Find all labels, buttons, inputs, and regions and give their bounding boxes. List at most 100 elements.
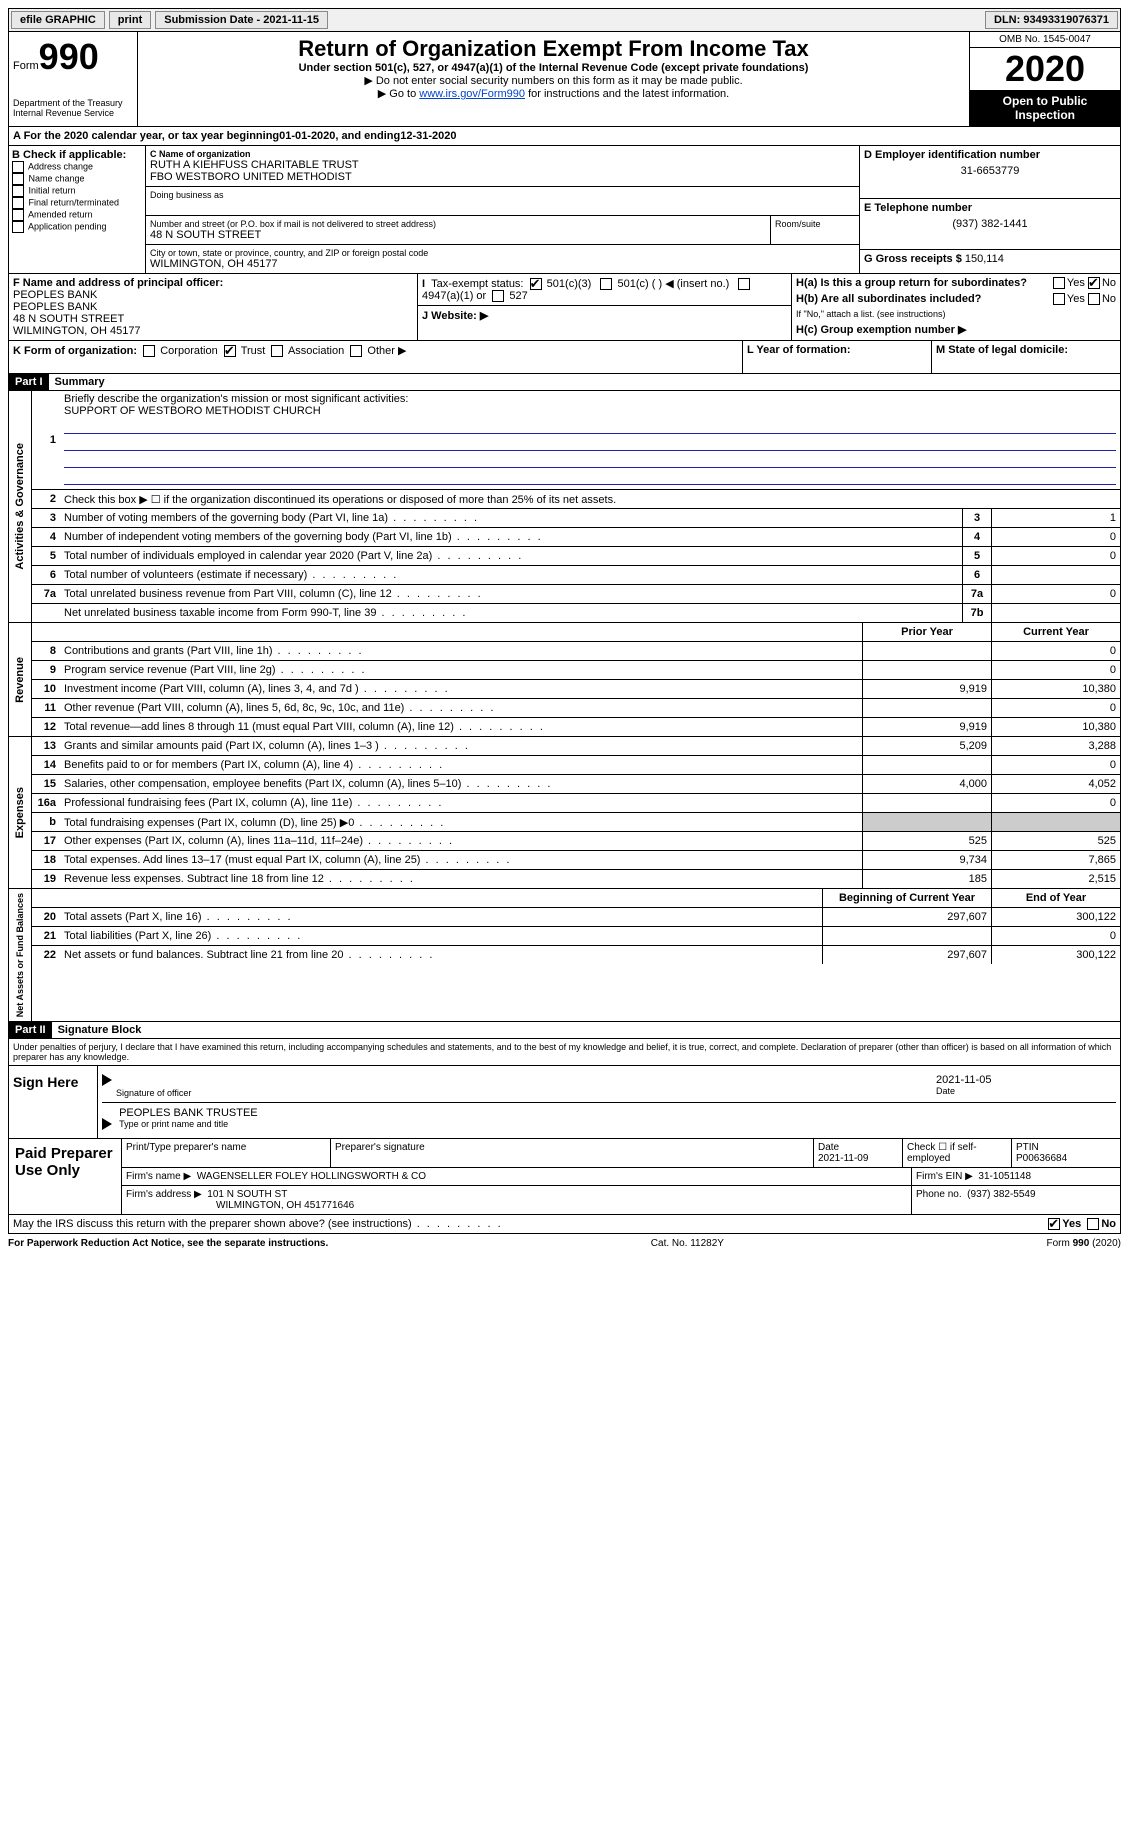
part1-header-row: Part I Summary: [8, 374, 1121, 391]
netassets-label: Net Assets or Fund Balances: [13, 889, 27, 1021]
501c3-checkbox[interactable]: [530, 278, 542, 290]
table-row: 17 Other expenses (Part IX, column (A), …: [32, 832, 1120, 851]
section-a: A For the 2020 calendar year, or tax yea…: [8, 127, 1121, 146]
gross-receipts: 150,114: [965, 253, 1004, 265]
arrow-icon: [102, 1074, 112, 1086]
phone: (937) 382-1441: [864, 218, 1116, 230]
prep-date: 2021-11-09: [818, 1153, 898, 1164]
trust-checkbox[interactable]: [224, 345, 236, 357]
sig-date: 2021-11-05: [936, 1074, 1116, 1086]
table-row: 6 Total number of volunteers (estimate i…: [32, 566, 1120, 585]
section-b-item: Application pending: [12, 221, 142, 233]
4947-checkbox[interactable]: [738, 278, 750, 290]
discuss-no-checkbox[interactable]: [1087, 1218, 1099, 1230]
penalty-text: Under penalties of perjury, I declare th…: [9, 1039, 1120, 1065]
prior-year-header: Prior Year: [862, 623, 991, 641]
table-row: 8 Contributions and grants (Part VIII, l…: [32, 642, 1120, 661]
addr-label: Number and street (or P.O. box if mail i…: [150, 219, 766, 229]
corp-checkbox[interactable]: [143, 345, 155, 357]
form-subtitle: Under section 501(c), 527, or 4947(a)(1)…: [142, 62, 965, 74]
submission-date: Submission Date - 2021-11-15: [155, 11, 328, 29]
efile-label: efile GRAPHIC: [11, 11, 105, 29]
footer-right: Form 990 (2020): [1047, 1238, 1121, 1249]
discuss-row: May the IRS discuss this return with the…: [8, 1215, 1121, 1234]
table-row: 15 Salaries, other compensation, employe…: [32, 775, 1120, 794]
part2-header-row: Part II Signature Block: [8, 1022, 1121, 1039]
paid-preparer-block: Paid Preparer Use Only Print/Type prepar…: [8, 1139, 1121, 1215]
form-title: Return of Organization Exempt From Incom…: [142, 36, 965, 62]
page-footer: For Paperwork Reduction Act Notice, see …: [8, 1234, 1121, 1253]
ha-no-checkbox[interactable]: [1088, 277, 1100, 289]
street-address: 48 N SOUTH STREET: [150, 229, 766, 241]
omb-number: OMB No. 1545-0047: [970, 32, 1120, 48]
section-j: J Website: ▶: [418, 306, 791, 325]
part1-label: Part I: [9, 374, 49, 390]
assoc-checkbox[interactable]: [271, 345, 283, 357]
room-label: Room/suite: [775, 219, 855, 229]
officer-name: PEOPLES BANK TRUSTEE: [119, 1107, 258, 1119]
sections-b-to-g: B Check if applicable: Address change Na…: [8, 146, 1121, 274]
hb-no-checkbox[interactable]: [1088, 293, 1100, 305]
table-row: 16a Professional fundraising fees (Part …: [32, 794, 1120, 813]
firm-addr1: 101 N SOUTH ST: [207, 1189, 287, 1200]
footer-left: For Paperwork Reduction Act Notice, see …: [8, 1238, 328, 1249]
expenses-section: Expenses 13 Grants and similar amounts p…: [8, 737, 1121, 889]
discuss-yes-checkbox[interactable]: [1048, 1218, 1060, 1230]
officer-line2: PEOPLES BANK: [13, 301, 413, 313]
print-button[interactable]: print: [109, 11, 151, 29]
tax-year: 2020: [970, 48, 1120, 90]
form-number: 990: [39, 36, 99, 77]
city-state-zip: WILMINGTON, OH 45177: [150, 258, 855, 270]
527-checkbox[interactable]: [492, 290, 504, 302]
table-row: 13 Grants and similar amounts paid (Part…: [32, 737, 1120, 756]
ha-yes-checkbox[interactable]: [1053, 277, 1065, 289]
officer-line3: 48 N SOUTH STREET: [13, 313, 413, 325]
expenses-label: Expenses: [12, 783, 28, 842]
footer-center: Cat. No. 11282Y: [651, 1238, 724, 1249]
501c-checkbox[interactable]: [600, 278, 612, 290]
revenue-label: Revenue: [12, 653, 28, 707]
inspection-label: Open to Public Inspection: [970, 90, 1120, 126]
prep-name-label: Print/Type preparer's name: [122, 1139, 331, 1167]
top-toolbar: efile GRAPHIC print Submission Date - 20…: [8, 8, 1121, 32]
section-b-item: Amended return: [12, 209, 142, 221]
form-header: Form990 Department of the Treasury Inter…: [8, 32, 1121, 127]
firm-name: WAGENSELLER FOLEY HOLLINGSWORTH & CO: [197, 1171, 426, 1182]
table-row: 9 Program service revenue (Part VIII, li…: [32, 661, 1120, 680]
part1-title: Summary: [55, 376, 105, 388]
arrow-icon: [102, 1118, 112, 1130]
beginning-header: Beginning of Current Year: [822, 889, 991, 907]
section-b-item: Name change: [12, 173, 142, 185]
netassets-section: Net Assets or Fund Balances x Beginning …: [8, 889, 1121, 1022]
part2-label: Part II: [9, 1022, 52, 1038]
table-row: 11 Other revenue (Part VIII, column (A),…: [32, 699, 1120, 718]
section-b-label: B Check if applicable:: [12, 149, 142, 161]
prep-sig-label: Preparer's signature: [331, 1139, 814, 1167]
table-row: Net unrelated business taxable income fr…: [32, 604, 1120, 622]
firm-addr2: WILMINGTON, OH 451771646: [216, 1200, 354, 1211]
irs-link[interactable]: www.irs.gov/Form990: [419, 88, 525, 100]
dln: DLN: 93493319076371: [985, 11, 1118, 29]
table-row: 20 Total assets (Part X, line 16) 297,60…: [32, 908, 1120, 927]
table-row: 12 Total revenue—add lines 8 through 11 …: [32, 718, 1120, 736]
ptin: P00636684: [1016, 1153, 1116, 1164]
current-year-header: Current Year: [991, 623, 1120, 641]
endofyear-header: End of Year: [991, 889, 1120, 907]
sections-k-l-m: K Form of organization: Corporation Trus…: [8, 341, 1121, 374]
revenue-section: Revenue b Prior Year Current Year 8 Cont…: [8, 623, 1121, 737]
section-l: L Year of formation:: [743, 341, 932, 373]
section-c-name-label: C Name of organization: [150, 149, 855, 159]
hb-yes-checkbox[interactable]: [1053, 293, 1065, 305]
other-checkbox[interactable]: [350, 345, 362, 357]
type-label: Type or print name and title: [119, 1119, 258, 1129]
mission-text: SUPPORT OF WESTBORO METHODIST CHURCH: [64, 405, 321, 417]
section-hc: H(c) Group exemption number ▶: [796, 323, 1116, 336]
table-row: 21 Total liabilities (Part X, line 26) 0: [32, 927, 1120, 946]
table-row: 14 Benefits paid to or for members (Part…: [32, 756, 1120, 775]
section-e-label: E Telephone number: [864, 202, 1116, 214]
form-label: Form: [13, 60, 39, 72]
section-d-label: D Employer identification number: [864, 149, 1116, 161]
city-label: City or town, state or province, country…: [150, 248, 855, 258]
firm-ein: 31-1051148: [978, 1171, 1031, 1182]
table-row: 3 Number of voting members of the govern…: [32, 509, 1120, 528]
